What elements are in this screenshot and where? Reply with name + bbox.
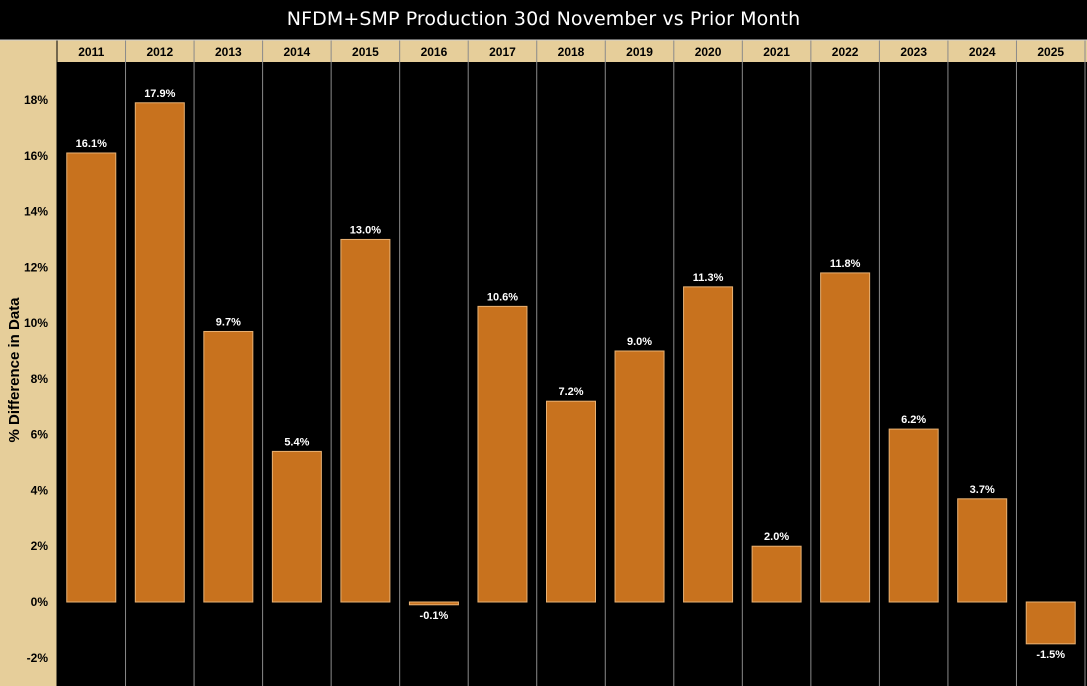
bar [820, 272, 871, 603]
year-labels: 2011 2012 2013 2014 2015 2016 2017 2018 2019 2020… [78, 45, 1064, 59]
gridlines [0, 39, 1087, 686]
y-tick-label: 14% [24, 205, 48, 219]
year-label: 2018 [558, 45, 585, 59]
y-axis-label: % Difference in Data [6, 297, 23, 443]
y-tick-label: 0% [31, 595, 49, 609]
bar [614, 350, 665, 603]
bar [340, 238, 391, 603]
bar [683, 286, 734, 603]
y-tick-label: 16% [24, 149, 48, 163]
data-label: 5.4% [284, 436, 309, 448]
year-label: 2016 [421, 45, 448, 59]
data-label: 6.2% [901, 414, 926, 426]
data-label: 9.0% [627, 336, 652, 348]
year-label: 2017 [489, 45, 516, 59]
data-label: 7.2% [558, 386, 583, 398]
year-label: 2020 [695, 45, 722, 59]
bar [271, 450, 322, 603]
y-axis-band [0, 62, 57, 686]
data-label: 17.9% [144, 88, 175, 100]
year-label: 2013 [215, 45, 242, 59]
bar [408, 601, 459, 606]
bar [546, 400, 596, 603]
year-label: 2025 [1037, 45, 1064, 59]
data-label: 11.8% [830, 258, 861, 270]
bar [1025, 601, 1076, 645]
y-tick-label: 12% [24, 260, 48, 274]
data-label: -0.1% [420, 610, 449, 622]
y-tick-label: 6% [31, 428, 49, 442]
data-label: 16.1% [76, 138, 107, 150]
data-label: 11.3% [693, 272, 724, 284]
year-label: 2014 [284, 45, 311, 59]
data-label: 10.6% [487, 291, 518, 303]
bar [203, 330, 254, 603]
data-label: 13.0% [350, 224, 381, 236]
y-tick-label: 8% [31, 372, 49, 386]
y-tick-label: -2% [27, 651, 49, 665]
year-label: 2021 [763, 45, 790, 59]
year-label: 2019 [626, 45, 653, 59]
year-label: 2023 [900, 45, 927, 59]
data-label: -1.5% [1036, 649, 1065, 661]
y-tick-label: 4% [31, 483, 49, 497]
bar [66, 152, 117, 603]
data-labels: 16.1% 17.9% 9.7% 5.4% 13.0% -0.1% 10.6% 7.2% 9.0… [76, 88, 1066, 661]
year-label: 2022 [832, 45, 859, 59]
bar [134, 102, 185, 603]
y-tick-label: 18% [24, 93, 48, 107]
bar [888, 428, 939, 603]
chart-title: NFDM+SMP Production 30d November vs Prio… [286, 8, 801, 30]
y-tick-labels: -2% 0% 2% 4% 6% 8% 10% 12% 14% 16% 18% [24, 93, 48, 665]
year-header-band [0, 40, 1087, 62]
year-label: 2012 [146, 45, 173, 59]
bar [751, 545, 802, 603]
year-label: 2024 [969, 45, 996, 59]
data-label: 3.7% [970, 484, 995, 496]
y-tick-label: 2% [31, 539, 49, 553]
bar [477, 305, 528, 603]
bars [66, 102, 1076, 645]
bar [957, 498, 1008, 603]
data-label: 2.0% [764, 531, 789, 543]
year-label: 2015 [352, 45, 379, 59]
y-tick-label: 10% [24, 316, 48, 330]
year-label: 2011 [78, 45, 104, 59]
data-label: 9.7% [216, 316, 241, 328]
